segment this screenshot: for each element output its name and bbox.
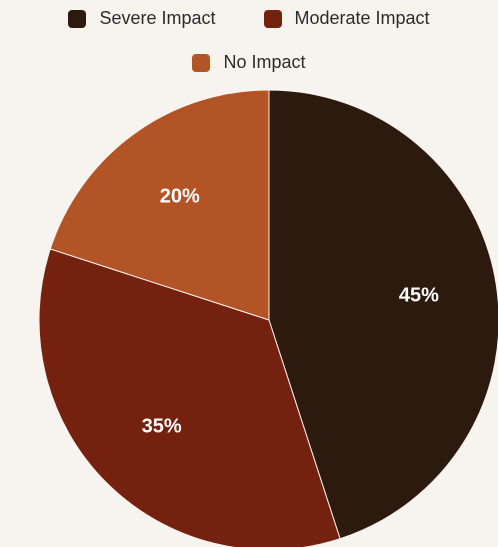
data-label-no-impact: 20%: [160, 185, 200, 207]
data-label-moderate-impact: 35%: [142, 416, 182, 438]
legend-swatch-moderate-impact: [263, 9, 282, 28]
legend-swatch-severe-impact: [68, 9, 87, 28]
pie-slice-severe-impact[interactable]: [268, 89, 498, 540]
pie-slice-moderate-impact[interactable]: [38, 248, 341, 547]
legend: Severe Impact Moderate Impact No Impact: [0, 0, 498, 80]
legend-label-no-impact: No Impact: [223, 52, 306, 72]
pie-slice-no-impact[interactable]: [49, 89, 270, 321]
legend-label-moderate-impact: Moderate Impact: [294, 8, 430, 28]
legend-item-severe-impact[interactable]: Severe Impact: [68, 8, 216, 29]
data-label-severe-impact: 45%: [399, 285, 439, 307]
legend-item-no-impact[interactable]: No Impact: [192, 52, 306, 73]
legend-row: No Impact: [0, 52, 498, 73]
pie-slices: [38, 89, 498, 547]
legend-swatch-no-impact: [192, 53, 211, 72]
legend-item-moderate-impact[interactable]: Moderate Impact: [263, 8, 430, 29]
legend-label-severe-impact: Severe Impact: [99, 8, 216, 28]
legend-row: Severe Impact Moderate Impact: [0, 8, 498, 29]
pie-labels: 45% 35% 20%: [142, 185, 440, 437]
